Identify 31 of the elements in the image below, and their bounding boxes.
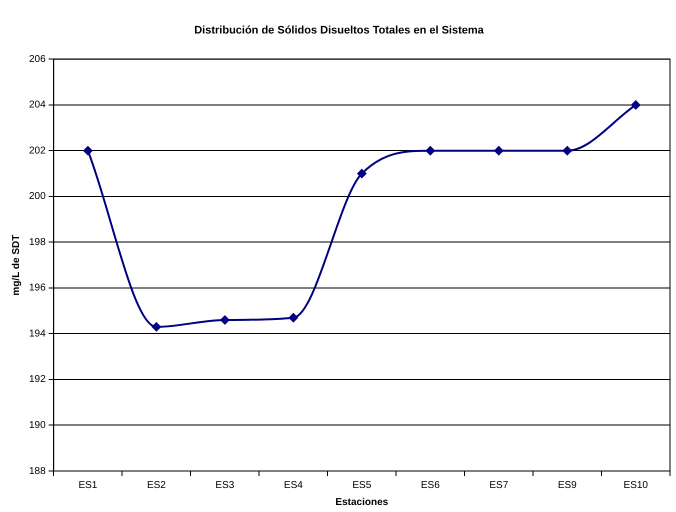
chart-title: Distribución de Sólidos Disueltos Totales en el Sistema xyxy=(194,24,485,37)
point xyxy=(357,169,366,178)
x-tick-label: ES7 xyxy=(489,480,509,491)
y-tick-label: 198 xyxy=(28,236,46,248)
x-tick-label: ES9 xyxy=(558,480,578,491)
y-tick-label: 194 xyxy=(28,328,46,340)
point xyxy=(288,313,298,322)
x-tick-label: ES5 xyxy=(352,480,372,491)
point xyxy=(494,146,504,156)
y-tick-label: 192 xyxy=(28,374,46,386)
point xyxy=(631,100,640,110)
point xyxy=(562,146,572,156)
y-tick-label: 202 xyxy=(28,145,46,156)
x-tick-label: ES2 xyxy=(146,480,166,491)
point xyxy=(220,316,230,325)
y-tick-label: 190 xyxy=(28,420,46,431)
y-axis-title: mg/L de SDT xyxy=(10,234,22,296)
point xyxy=(152,322,161,332)
point xyxy=(426,146,435,156)
x-tick-label: ES1 xyxy=(78,480,98,491)
x-tick-label: ES10 xyxy=(624,480,648,491)
y-tick-label: 196 xyxy=(28,282,46,294)
y-tick-label: 188 xyxy=(28,466,46,477)
x-tick-label: ES3 xyxy=(215,480,235,491)
x-axis-title: Estaciones xyxy=(335,496,389,508)
y-tick-label: 204 xyxy=(28,100,46,111)
x-tick-label: ES6 xyxy=(420,480,440,491)
y-tick-label: 206 xyxy=(28,54,46,65)
point xyxy=(83,146,92,156)
x-tick-label: ES4 xyxy=(284,480,304,491)
y-tick-label: 200 xyxy=(28,191,46,202)
